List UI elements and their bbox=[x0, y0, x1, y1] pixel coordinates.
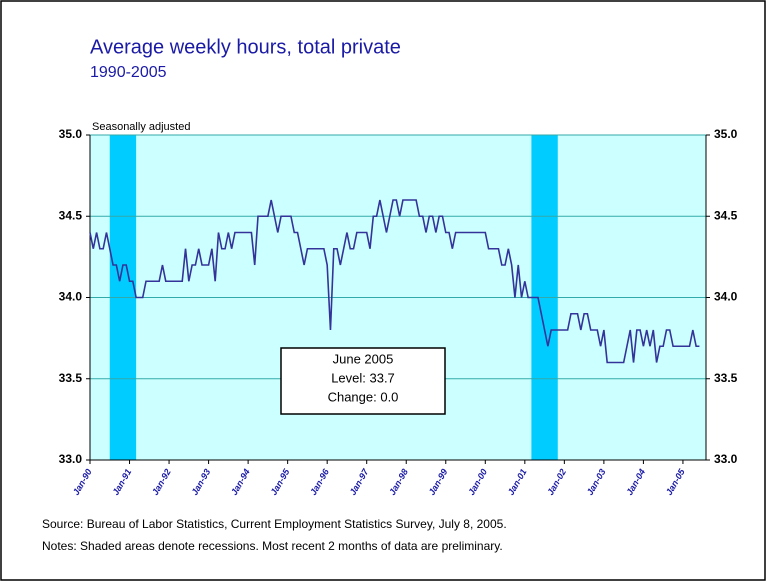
chart-title: Average weekly hours, total private bbox=[90, 36, 401, 58]
y-tick-label: 33.0 bbox=[59, 452, 83, 466]
annotation-box bbox=[280, 347, 446, 415]
series-line bbox=[89, 199, 700, 364]
y2-tick-label: 34.0 bbox=[714, 290, 738, 304]
y-tick-label: 33.5 bbox=[59, 371, 83, 385]
y-label: Seasonally adjusted bbox=[92, 121, 190, 133]
y2-tick-label: 35.0 bbox=[714, 127, 738, 141]
y2-tick-label: 33.5 bbox=[714, 371, 738, 385]
chart-subtitle: 1990-2005 bbox=[90, 64, 167, 81]
source: Source: Bureau of Labor Statistics, Curr… bbox=[42, 517, 507, 531]
annotation-text: Change: 0.0 bbox=[328, 389, 399, 404]
annotation-text: June 2005 bbox=[333, 351, 394, 366]
y2-tick-label: 33.0 bbox=[714, 452, 738, 466]
y-tick-label: 34.5 bbox=[59, 208, 83, 222]
y-tick-label: 34.0 bbox=[59, 290, 83, 304]
notes: Notes: Shaded areas denote recessions. M… bbox=[42, 539, 503, 553]
y2-tick-label: 34.5 bbox=[714, 208, 738, 222]
y-tick-label: 35.0 bbox=[59, 127, 83, 141]
annotation-text: Level: 33.7 bbox=[331, 370, 395, 385]
